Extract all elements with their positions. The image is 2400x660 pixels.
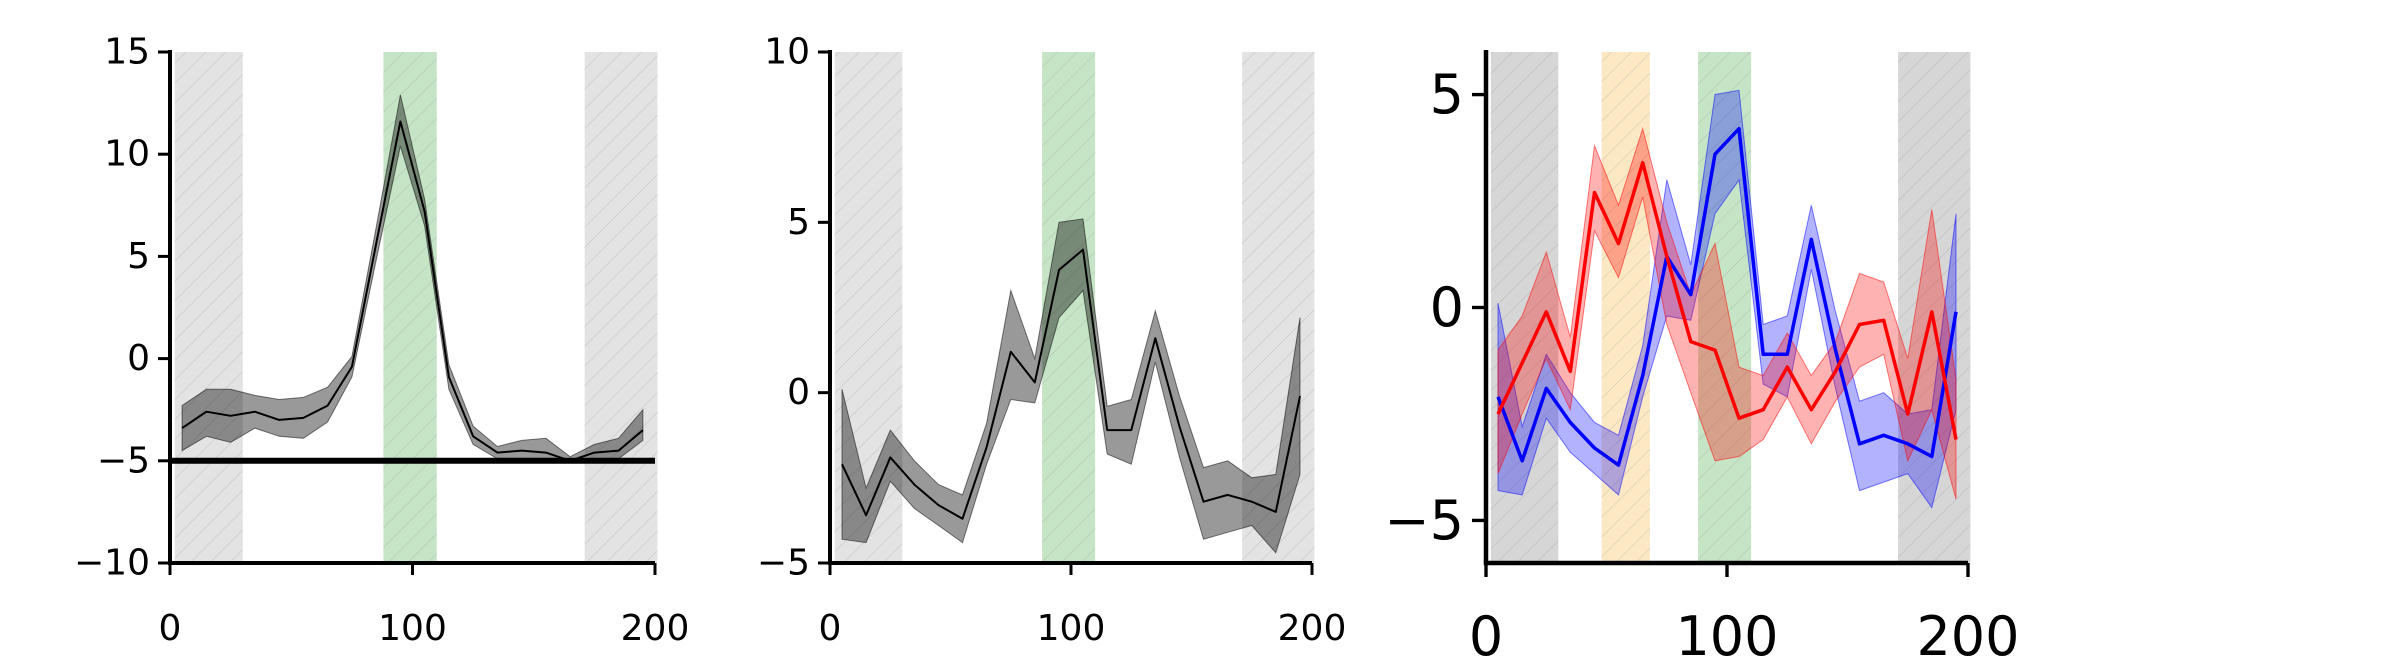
x-tick-label: 100 bbox=[1675, 605, 1778, 660]
band-hatch bbox=[1490, 52, 1559, 563]
y-tick-label: −5 bbox=[757, 543, 810, 584]
x-tick-label: 100 bbox=[1037, 608, 1106, 649]
y-tick-label: 5 bbox=[127, 236, 150, 277]
series-1-line bbox=[1496, 126, 1958, 467]
y-tick-label: 5 bbox=[787, 202, 810, 243]
x-tick-label: 200 bbox=[1916, 605, 2019, 660]
y-tick-label: 0 bbox=[127, 338, 150, 379]
y-tick-label: 15 bbox=[104, 32, 150, 73]
band-hatch bbox=[584, 52, 658, 563]
band-hatch bbox=[1698, 52, 1752, 563]
series-2-line bbox=[1496, 160, 1958, 440]
y-tick-label: −5 bbox=[1384, 489, 1464, 552]
x-tick-label: 0 bbox=[1469, 605, 1503, 660]
x-tick-label: 0 bbox=[159, 608, 182, 649]
y-tick-label: 0 bbox=[1430, 276, 1464, 339]
band-hatch bbox=[1601, 52, 1650, 563]
series-1-line bbox=[181, 120, 644, 462]
y-tick-label: −10 bbox=[74, 543, 150, 584]
band-hatch bbox=[834, 52, 903, 563]
x-tick-label: 0 bbox=[819, 608, 842, 649]
x-tick-label: 100 bbox=[378, 608, 447, 649]
series-1-line bbox=[841, 248, 1301, 520]
y-tick-label: 10 bbox=[764, 32, 810, 73]
band-hatch bbox=[383, 52, 437, 563]
y-tick-label: 5 bbox=[1430, 63, 1464, 126]
y-tick-label: 10 bbox=[104, 134, 150, 175]
band-hatch bbox=[1898, 52, 1971, 563]
x-tick-label: 200 bbox=[621, 608, 690, 649]
band-hatch bbox=[174, 52, 243, 563]
y-tick-label: 0 bbox=[787, 372, 810, 413]
x-tick-label: 200 bbox=[1278, 608, 1347, 649]
chart-panel-1: −10 −5 0 5 10 15 0 100 200 bbox=[74, 32, 689, 650]
series-1-confidence-band bbox=[841, 218, 1301, 554]
y-tick-label: −5 bbox=[97, 440, 150, 481]
series-2-confidence-band bbox=[1497, 126, 1957, 500]
